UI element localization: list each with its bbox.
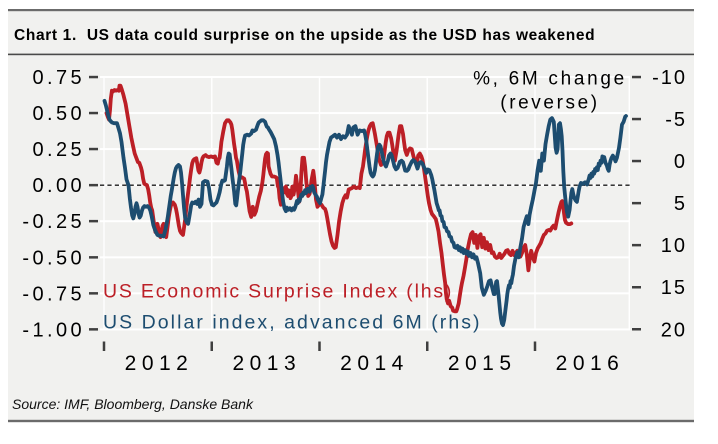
svg-text:2016: 2016 <box>556 352 625 375</box>
svg-text:10: 10 <box>661 235 687 257</box>
svg-text:-0.75: -0.75 <box>22 283 85 305</box>
svg-text:0.75: 0.75 <box>32 67 85 89</box>
svg-text:0.50: 0.50 <box>32 103 85 125</box>
svg-text:0.25: 0.25 <box>32 139 85 161</box>
svg-text:5: 5 <box>674 193 687 215</box>
svg-text:-0.25: -0.25 <box>22 211 85 233</box>
svg-text:US Dollar index, advanced 6M (: US Dollar index, advanced 6M (rhs) <box>103 312 482 334</box>
svg-text:2012: 2012 <box>125 352 194 375</box>
svg-text:Chart 1. US data could surpri: Chart 1. US data could surprise on the u… <box>14 27 595 44</box>
svg-text:2013: 2013 <box>232 352 301 375</box>
svg-text:-10: -10 <box>652 67 687 89</box>
svg-text:15: 15 <box>661 277 687 299</box>
svg-text:-0.50: -0.50 <box>22 247 85 269</box>
svg-text:Source: IMF, Bloomberg, Danske: Source: IMF, Bloomberg, Danske Bank <box>12 396 254 412</box>
svg-text:%, 6M change: %, 6M change <box>473 69 627 90</box>
svg-text:2014: 2014 <box>340 352 409 375</box>
svg-text:20: 20 <box>661 319 687 341</box>
svg-text:US Economic Surprise Index (lh: US Economic Surprise Index (lhs) <box>103 281 453 303</box>
svg-text:0: 0 <box>674 151 687 173</box>
svg-text:0.00: 0.00 <box>32 175 85 197</box>
svg-text:(reverse): (reverse) <box>500 93 599 114</box>
svg-text:-1.00: -1.00 <box>22 319 85 341</box>
svg-text:2015: 2015 <box>448 352 517 375</box>
svg-text:-5: -5 <box>665 109 687 131</box>
